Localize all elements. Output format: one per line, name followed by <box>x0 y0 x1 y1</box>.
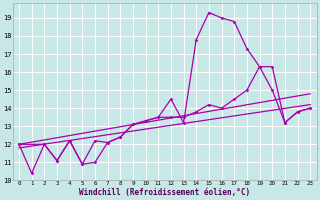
X-axis label: Windchill (Refroidissement éolien,°C): Windchill (Refroidissement éolien,°C) <box>79 188 250 197</box>
